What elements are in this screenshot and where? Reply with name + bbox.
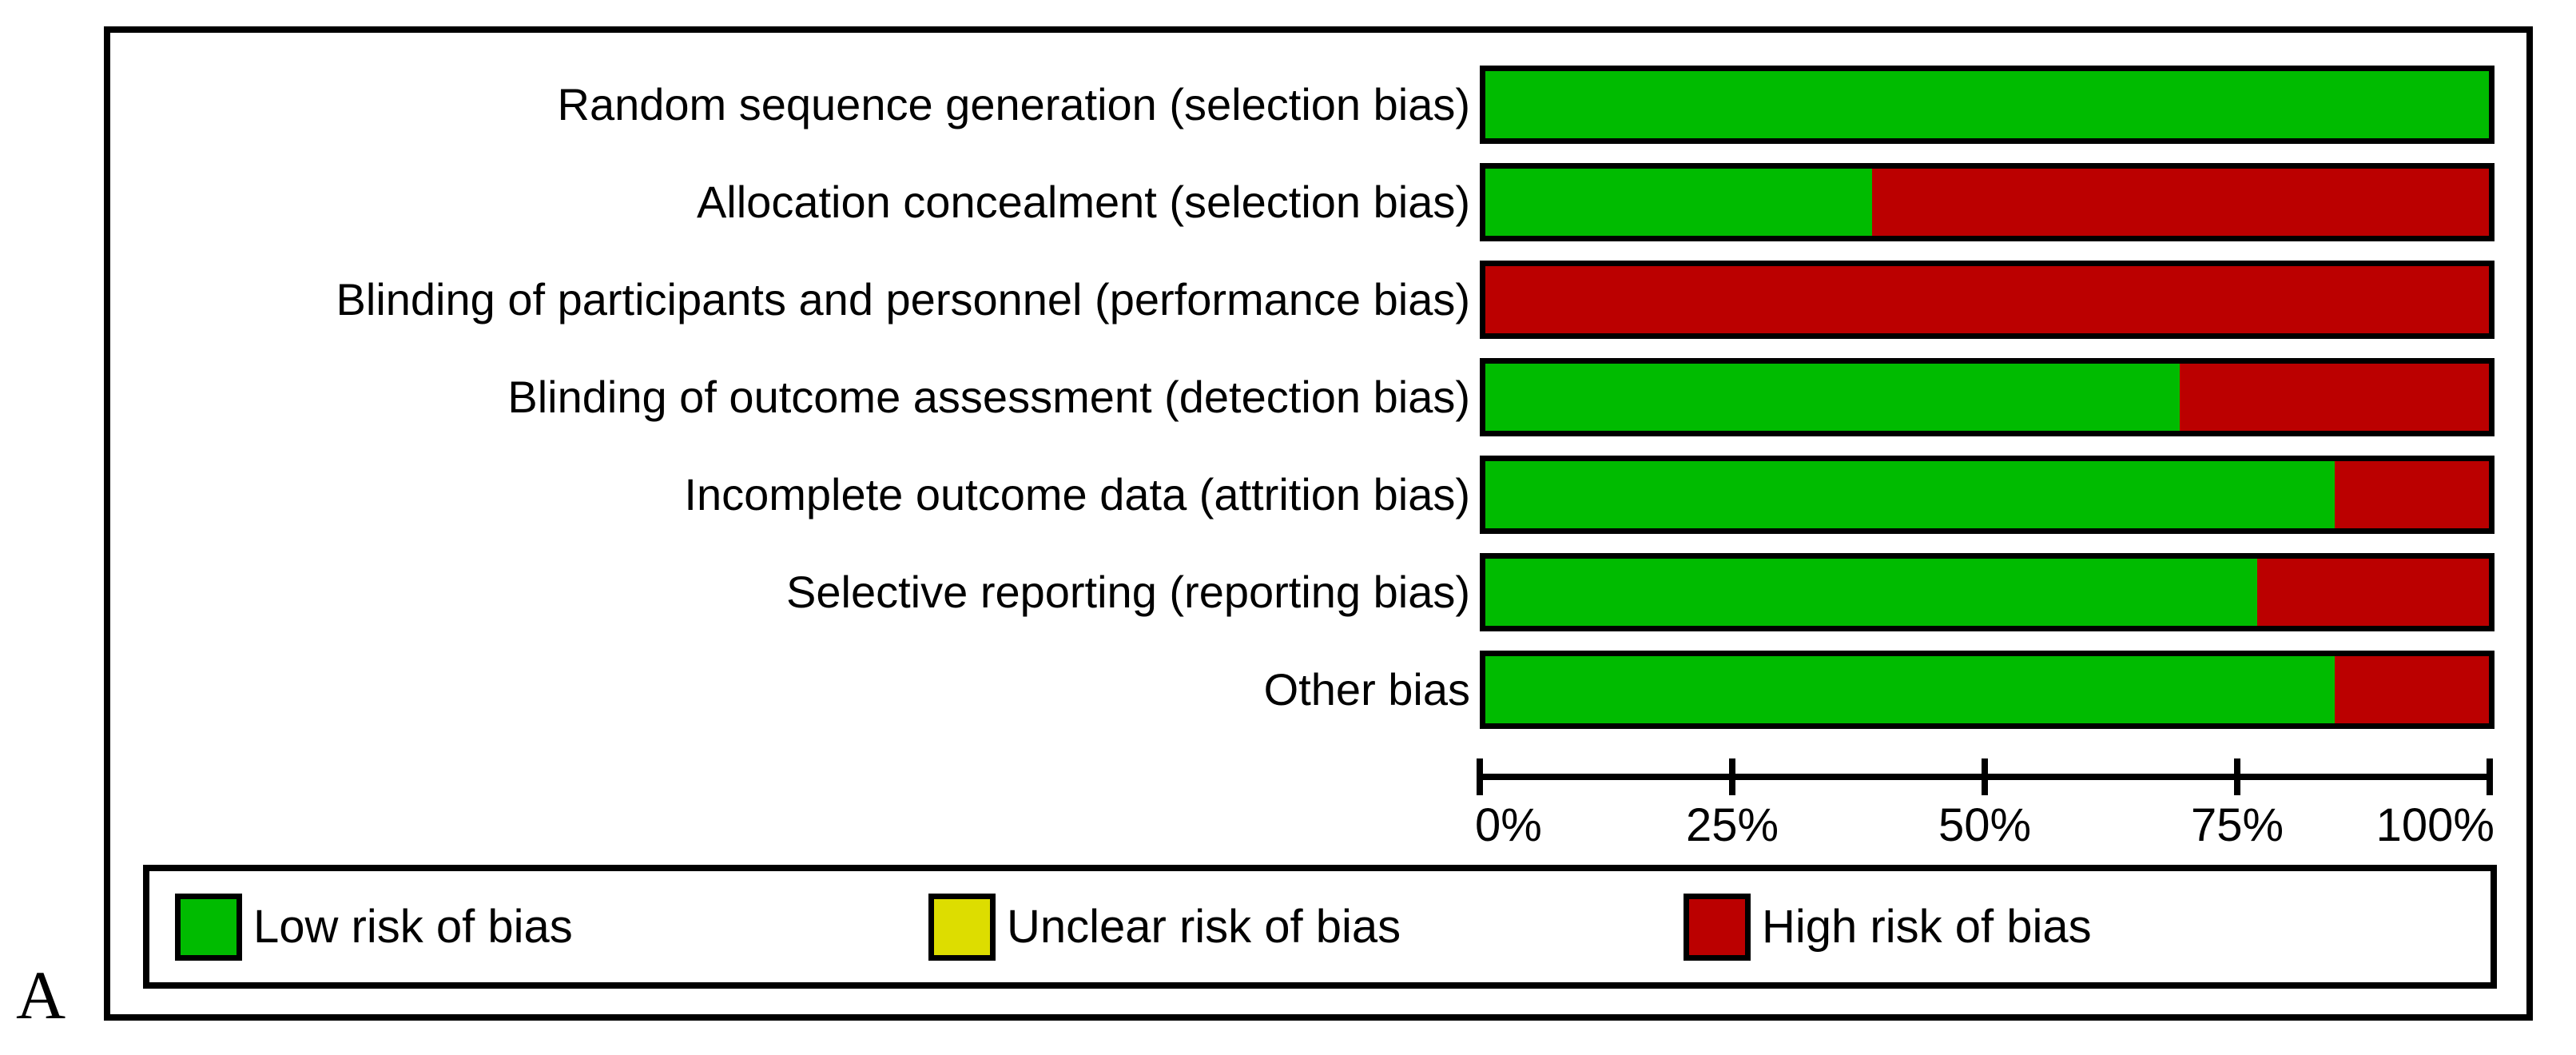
figure-frame: Random sequence generation (selection bi…: [104, 26, 2533, 1021]
bar-segment-high: [2334, 461, 2489, 528]
legend-swatch-low: [175, 893, 242, 961]
bias-row: Other bias: [110, 651, 2526, 729]
bar-segment-high: [1485, 266, 2489, 333]
legend-label-unclear: Unclear risk of bias: [1007, 900, 1401, 953]
stacked-bar: [1480, 358, 2495, 436]
stacked-bar: [1480, 456, 2495, 534]
bar-segment-high: [1871, 169, 2489, 236]
bias-row: Selective reporting (reporting bias): [110, 553, 2526, 631]
bar-segment-low: [1485, 461, 2335, 528]
bar-segment-high: [2180, 364, 2489, 431]
legend-label-low: Low risk of bias: [253, 900, 573, 953]
bias-row: Incomplete outcome data (attrition bias): [110, 456, 2526, 534]
axis-tick-label: 50%: [1938, 799, 2032, 851]
stacked-bar: [1480, 163, 2495, 241]
axis-tick: [2234, 758, 2240, 795]
legend-item-high: High risk of bias: [1684, 893, 2092, 961]
legend-box: Low risk of bias Unclear risk of bias High…: [143, 865, 2497, 989]
category-label: Blinding of outcome assessment (detectio…: [507, 372, 1470, 423]
legend-item-low: Low risk of bias: [175, 893, 573, 961]
bar-segment-low: [1485, 169, 1872, 236]
bar-segment-low: [1485, 656, 2335, 723]
legend-swatch-high: [1684, 893, 1751, 961]
bias-rows: Random sequence generation (selection bi…: [110, 66, 2526, 729]
axis-tick-label: 100%: [2375, 799, 2495, 851]
stacked-bar: [1480, 553, 2495, 631]
bar-segment-low: [1485, 559, 2257, 626]
axis-tick: [1982, 758, 1988, 795]
category-label: Allocation concealment (selection bias): [696, 177, 1470, 228]
stacked-bar: [1480, 66, 2495, 144]
bias-row: Allocation concealment (selection bias): [110, 163, 2526, 241]
axis-tick-label: 25%: [1685, 799, 1779, 851]
category-label: Blinding of participants and personnel (…: [336, 274, 1470, 325]
legend-swatch-unclear: [928, 893, 996, 961]
bar-segment-low: [1485, 71, 2489, 138]
category-label: Selective reporting (reporting bias): [786, 567, 1470, 618]
bias-row: Random sequence generation (selection bi…: [110, 66, 2526, 144]
axis-tick-label: 0%: [1475, 799, 1542, 851]
bias-row: Blinding of participants and personnel (…: [110, 261, 2526, 339]
legend-label-high: High risk of bias: [1762, 900, 2092, 953]
category-label: Other bias: [1263, 664, 1470, 715]
x-axis-tick-labels: 0% 25% 50% 75% 100%: [1475, 799, 2495, 858]
legend-item-unclear: Unclear risk of bias: [928, 893, 1401, 961]
category-label: Incomplete outcome data (attrition bias): [684, 469, 1470, 520]
axis-tick: [2487, 758, 2493, 795]
axis-tick-label: 75%: [2190, 799, 2284, 851]
stacked-bar: [1480, 261, 2495, 339]
bar-segment-high: [2334, 656, 2489, 723]
x-axis: [1477, 758, 2493, 795]
bias-row: Blinding of outcome assessment (detectio…: [110, 358, 2526, 436]
panel-letter: A: [16, 957, 66, 1033]
bar-segment-low: [1485, 364, 2180, 431]
stacked-bar: [1480, 651, 2495, 729]
axis-tick: [1729, 758, 1735, 795]
category-label: Random sequence generation (selection bi…: [557, 79, 1470, 130]
bar-segment-high: [2256, 559, 2489, 626]
axis-tick: [1477, 758, 1483, 795]
